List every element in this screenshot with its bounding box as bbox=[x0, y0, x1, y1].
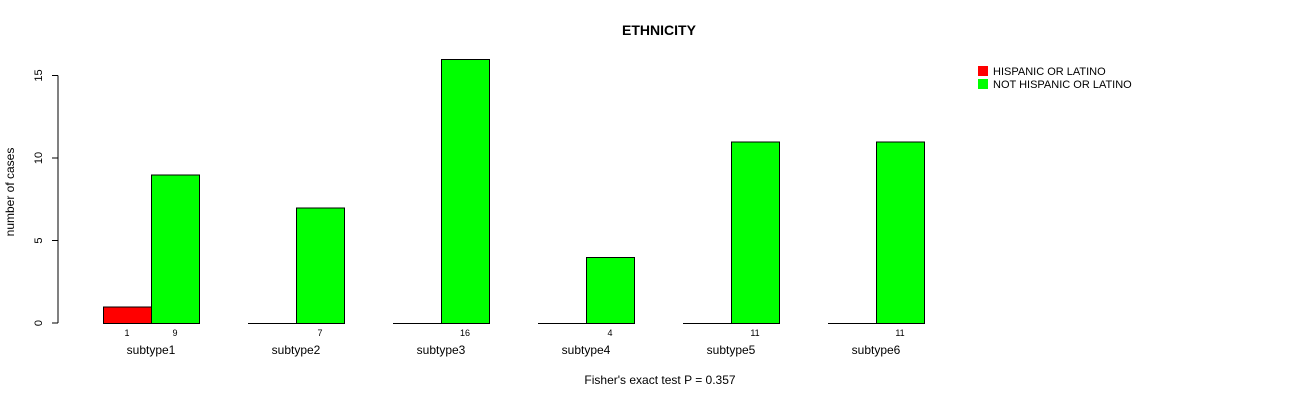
bar-subtype4-not-hispanic bbox=[586, 257, 635, 324]
category-label-subtype6: subtype6 bbox=[852, 343, 901, 357]
bar-count-label: 11 bbox=[750, 328, 759, 338]
category-labels: subtype1 subtype2 subtype3 subtype4 subtype5… bbox=[127, 343, 901, 357]
legend-swatch-not-hispanic bbox=[978, 79, 988, 89]
chart-title: ETHNICITY bbox=[622, 22, 697, 38]
y-tick-label: 15 bbox=[33, 69, 45, 81]
bars bbox=[103, 59, 925, 324]
legend-label-hispanic: HISPANIC OR LATINO bbox=[993, 66, 1106, 78]
bar-count-label: 1 bbox=[124, 328, 129, 338]
bar-subtype6-not-hispanic bbox=[876, 141, 925, 324]
category-label-subtype5: subtype5 bbox=[707, 343, 756, 357]
y-tick-label: 10 bbox=[33, 152, 45, 164]
category-label-subtype3: subtype3 bbox=[417, 343, 466, 357]
category-label-subtype2: subtype2 bbox=[272, 343, 321, 357]
legend-swatch-hispanic bbox=[978, 66, 988, 76]
y-axis-title: number of cases bbox=[3, 148, 17, 237]
bar-subtype1-hispanic bbox=[103, 306, 152, 324]
y-axis: 0 5 10 15 bbox=[33, 69, 59, 326]
y-tick-label: 5 bbox=[33, 237, 45, 243]
bar-count-label: 7 bbox=[317, 328, 322, 338]
legend-label-not-hispanic: NOT HISPANIC OR LATINO bbox=[993, 79, 1132, 91]
x-axis-title: Fisher's exact test P = 0.357 bbox=[584, 373, 735, 387]
count-labels: 1 9 7 16 4 11 11 bbox=[124, 328, 904, 338]
category-label-subtype4: subtype4 bbox=[562, 343, 611, 357]
bar-subtype1-not-hispanic bbox=[151, 174, 200, 324]
bar-subtype2-not-hispanic bbox=[296, 207, 345, 324]
bar-subtype3-not-hispanic bbox=[441, 59, 490, 324]
bar-count-label: 4 bbox=[607, 328, 612, 338]
bar-count-label: 16 bbox=[460, 328, 470, 338]
bar-count-label: 9 bbox=[172, 328, 177, 338]
y-tick-label: 0 bbox=[33, 320, 45, 326]
bar-subtype5-not-hispanic bbox=[731, 141, 780, 324]
category-label-subtype1: subtype1 bbox=[127, 343, 176, 357]
bar-count-label: 11 bbox=[895, 328, 904, 338]
